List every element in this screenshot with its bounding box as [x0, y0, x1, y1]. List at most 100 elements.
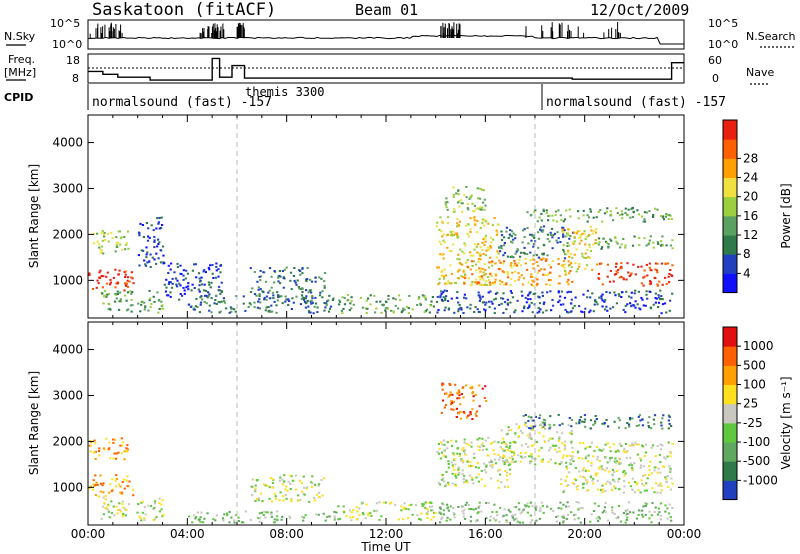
- range-gate-cell: [515, 250, 518, 253]
- range-gate-cell: [583, 418, 587, 421]
- range-gate-cell: [549, 234, 552, 236]
- range-gate-cell: [424, 506, 427, 509]
- range-gate-cell: [671, 275, 674, 277]
- range-gate-cell: [626, 450, 629, 453]
- range-gate-cell: [428, 311, 431, 314]
- range-gate-cell: [251, 485, 254, 488]
- range-gate-cell: [668, 415, 671, 418]
- range-gate-cell: [464, 504, 467, 506]
- range-gate-cell: [536, 282, 539, 285]
- range-gate-cell: [585, 479, 588, 481]
- range-gate-cell: [479, 227, 482, 229]
- range-gate-cell: [549, 458, 552, 461]
- range-gate-cell: [436, 266, 439, 269]
- range-gate-cell: [612, 280, 615, 283]
- range-gate-cell: [568, 471, 571, 474]
- range-gate-cell: [654, 292, 657, 295]
- range-gate-cell: [118, 509, 121, 511]
- range-gate-cell: [562, 521, 565, 524]
- range-gate-cell: [112, 276, 115, 279]
- range-gate-cell: [125, 241, 128, 244]
- range-gate-cell: [503, 449, 506, 452]
- range-gate-cell: [436, 221, 439, 224]
- range-gate-cell: [469, 254, 472, 257]
- range-gate-cell: [575, 485, 578, 488]
- range-gate-cell: [125, 282, 128, 285]
- range-gate-cell: [482, 278, 485, 281]
- range-gate-cell: [492, 449, 495, 452]
- range-gate-cell: [505, 283, 508, 286]
- range-gate-cell: [640, 444, 644, 447]
- nave-tick-low: 0: [712, 72, 719, 85]
- range-gate-cell: [657, 296, 661, 299]
- range-gate-cell: [668, 309, 671, 312]
- range-gate-cell: [584, 457, 587, 460]
- range-gate-cell: [657, 306, 660, 308]
- range-gate-cell: [205, 302, 208, 305]
- range-gate-cell: [128, 280, 131, 283]
- range-gate-cell: [258, 520, 261, 523]
- range-gate-cell: [578, 507, 581, 510]
- range-gate-cell: [633, 462, 636, 465]
- range-gate-cell: [586, 289, 589, 292]
- range-gate-cell: [119, 444, 122, 447]
- range-gate-cell: [320, 479, 323, 481]
- range-gate-cell: [538, 431, 541, 434]
- range-gate-cell: [284, 488, 287, 491]
- range-gate-cell: [400, 509, 403, 512]
- range-gate-cell: [519, 264, 522, 267]
- range-gate-cell: [446, 246, 449, 249]
- range-gate-cell: [480, 469, 483, 472]
- range-gate-cell: [558, 446, 561, 449]
- range-gate-cell: [273, 521, 276, 524]
- range-gate-cell: [342, 505, 345, 508]
- range-gate-cell: [218, 289, 221, 292]
- range-gate-cell: [461, 202, 464, 205]
- range-gate-cell: [605, 210, 609, 213]
- range-gate-cell: [482, 219, 485, 222]
- range-gate-cell: [552, 509, 555, 512]
- range-gate-cell: [118, 502, 121, 505]
- range-gate-cell: [656, 513, 659, 516]
- range-gate-cell: [457, 466, 460, 469]
- range-gate-cell: [669, 452, 672, 455]
- range-gate-cell: [647, 425, 650, 427]
- range-gate-cell: [545, 273, 548, 276]
- range-gate-cell: [352, 509, 355, 511]
- range-gate-cell: [577, 508, 580, 511]
- range-gate-cell: [270, 511, 273, 514]
- range-gate-cell: [459, 410, 462, 413]
- range-gate-cell: [609, 269, 612, 272]
- range-gate-cell: [608, 481, 612, 484]
- range-gate-cell: [397, 294, 401, 297]
- range-gate-cell: [465, 479, 468, 482]
- range-gate-cell: [215, 294, 218, 297]
- range-gate-cell: [258, 512, 262, 515]
- range-gate-cell: [440, 441, 443, 444]
- range-gate-cell: [633, 444, 636, 446]
- range-gate-cell: [449, 518, 452, 521]
- range-gate-cell: [475, 281, 478, 284]
- range-gate-cell: [442, 233, 445, 236]
- colorbar-swatch: [723, 384, 737, 405]
- range-gate-cell: [150, 504, 153, 507]
- range-gate-cell: [562, 303, 565, 306]
- range-gate-cell: [326, 515, 329, 518]
- range-gate-cell: [660, 421, 663, 424]
- range-gate-cell: [203, 300, 206, 303]
- range-gate-cell: [182, 274, 185, 277]
- range-gate-cell: [429, 501, 432, 504]
- range-gate-cell: [457, 189, 460, 192]
- range-gate-cell: [279, 491, 282, 494]
- range-gate-cell: [557, 413, 560, 416]
- range-gate-cell: [156, 291, 159, 294]
- range-gate-cell: [258, 497, 261, 500]
- range-gate-cell: [650, 269, 653, 272]
- range-gate-cell: [437, 481, 440, 484]
- range-gate-cell: [570, 419, 573, 421]
- range-gate-cell: [458, 268, 461, 271]
- range-gate-cell: [211, 272, 214, 275]
- range-gate-cell: [125, 509, 128, 511]
- range-gate-cell: [478, 299, 481, 302]
- range-gate-cell: [634, 289, 637, 292]
